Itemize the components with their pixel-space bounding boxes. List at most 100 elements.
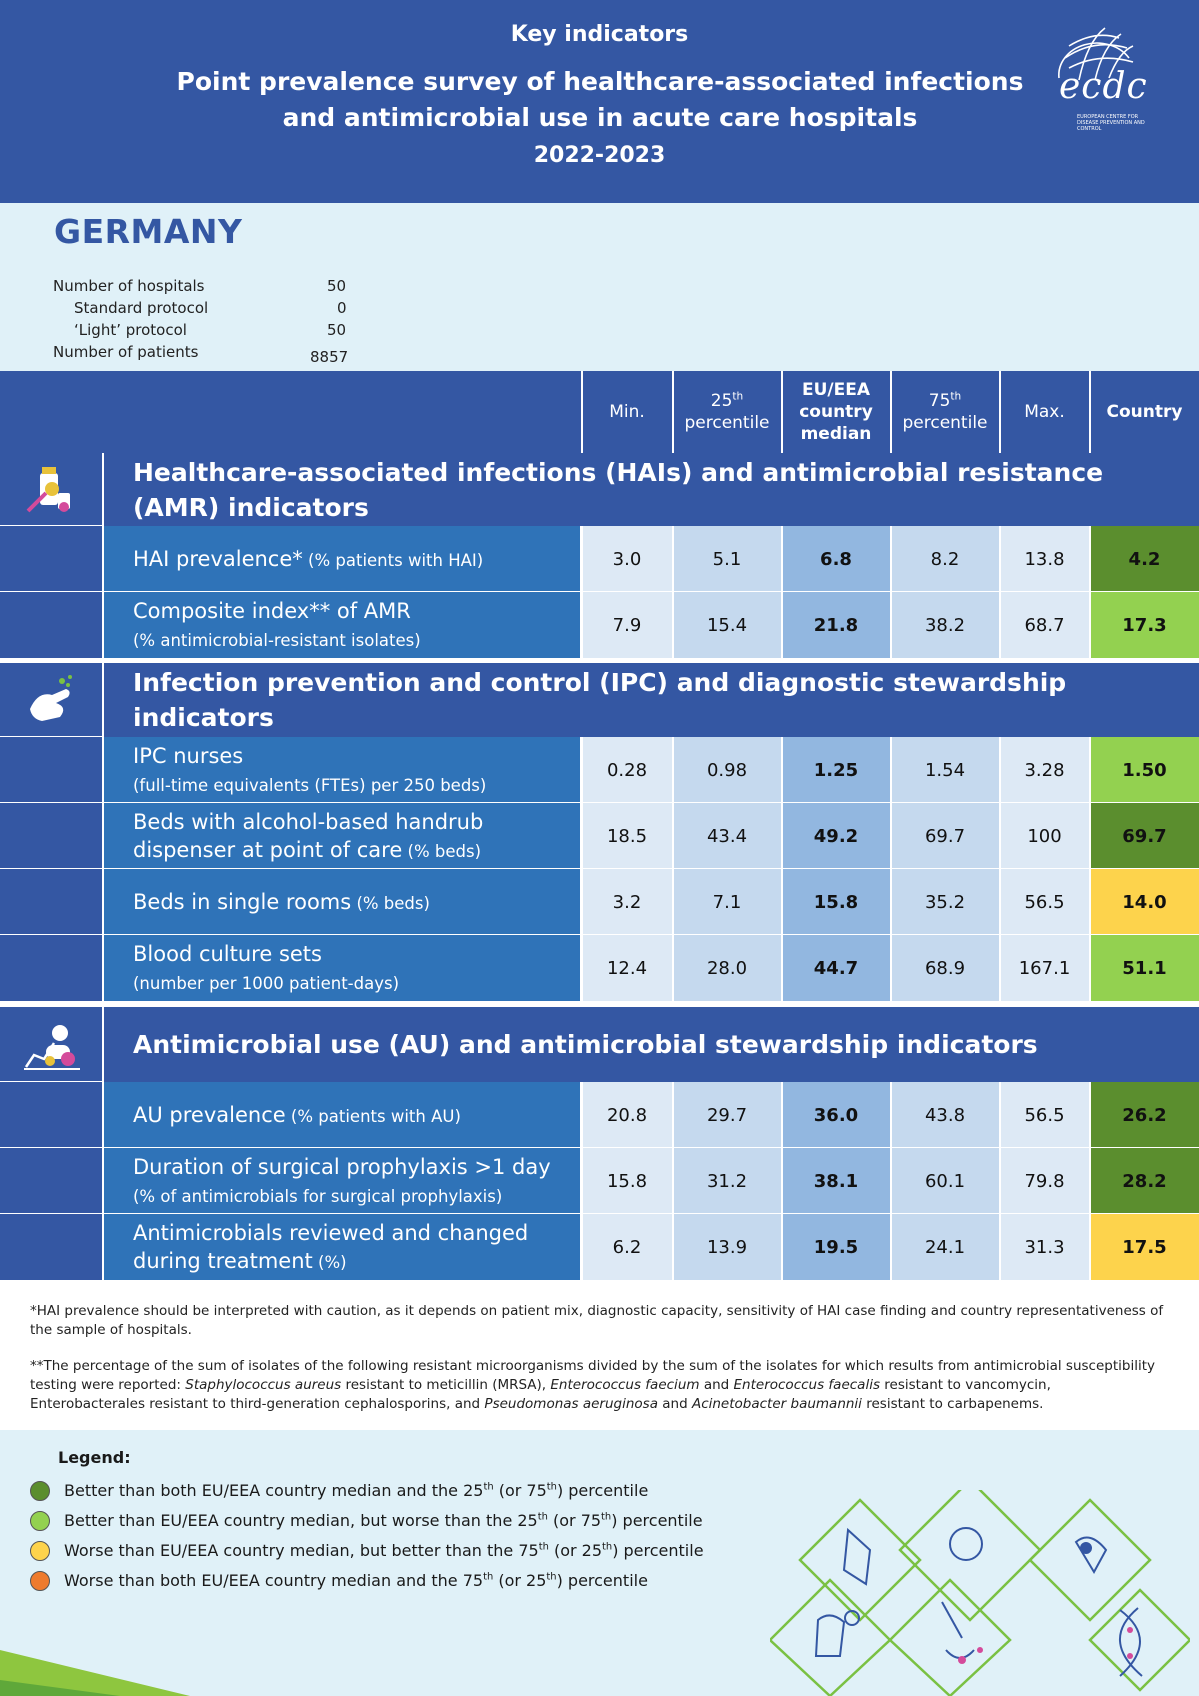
col-max: Max. (1024, 402, 1065, 422)
footnote-amr-b: Staphylococcus aureus (185, 1377, 342, 1393)
indicator-label-cell: IPC nurses (full-time equivalents (FTEs) … (104, 737, 580, 803)
legend-item: Better than EU/EEA country median, but w… (64, 1511, 703, 1531)
ecdc-logo: ecdc EUROPEAN CENTRE FOR DISEASE PREVENT… (1029, 18, 1159, 138)
footnote-amr-d: Enterococcus faecium (550, 1377, 700, 1393)
value-cell-p75: 68.9 (891, 935, 999, 1001)
report-title: Point prevalence survey of healthcare-as… (100, 64, 1100, 136)
legend-superscript: th (546, 1481, 557, 1493)
indicator-label: HAI prevalence* (% patients with HAI) (133, 545, 483, 575)
col-p75-word: percentile (902, 413, 988, 433)
indicator-label: Blood culture sets (number per 1000 patie… (133, 940, 399, 998)
footnote-amr-a: **The percentage of the sum of isolates … (30, 1358, 1155, 1393)
indicator-label: Composite index** of AMR (% antimicrobial… (133, 597, 421, 655)
stat-value-patients: 8857 (310, 348, 349, 366)
col-median-l2: country (799, 402, 873, 422)
legend-superscript: th (483, 1571, 494, 1583)
section-title-text: Infection prevention and control (IPC) a… (133, 665, 1066, 735)
legend-item: Worse than EU/EEA country median, but be… (64, 1541, 704, 1561)
icon-column-cell (0, 526, 103, 592)
section-title-line-2: (AMR) indicators (133, 493, 369, 522)
hand-stop-shape (842, 1527, 872, 1586)
indicator-label-cell: AU prevalence (% patients with AU) (104, 1082, 580, 1148)
column-separator (672, 371, 674, 1289)
value-cell-country: 69.7 (1090, 803, 1199, 869)
value-cell-country: 17.5 (1090, 1214, 1199, 1280)
logo-subtext: EUROPEAN CENTRE FOR DISEASE PREVENTION A… (1077, 114, 1145, 132)
legend-superscript: th (538, 1541, 549, 1553)
value-cell-p25: 28.0 (673, 935, 781, 1001)
globe-icon (1058, 27, 1134, 81)
stat-label-light: ‘Light’ protocol (74, 321, 187, 339)
icon-column-separator (102, 1214, 104, 1280)
indicator-name: Beds with alcohol-based handrub (133, 810, 484, 834)
stat-label-hospitals: Number of hospitals (53, 277, 205, 295)
value-cell-p75: 60.1 (891, 1148, 999, 1214)
value-cell-p75: 8.2 (891, 526, 999, 592)
value-cell-median: 1.25 (782, 737, 890, 803)
section-title-line-1: Healthcare-associated infections (HAIs) … (133, 458, 1104, 487)
country-info-panel (0, 203, 1199, 371)
column-separator (1089, 371, 1091, 1289)
footnote-amr-h: Pseudomonas aeruginosa (484, 1396, 658, 1412)
icon-column-separator (102, 935, 104, 1001)
country-name: GERMANY (54, 212, 243, 251)
footnote-amr-i: and (657, 1396, 692, 1412)
column-separator (781, 371, 783, 1289)
legend-item: Better than both EU/EEA country median a… (64, 1481, 648, 1501)
indicator-unit: (%) (312, 1253, 347, 1272)
legend-text: (or 25 (548, 1541, 603, 1560)
legend-superscript: th (537, 1511, 548, 1523)
value-cell-min: 0.28 (582, 737, 672, 803)
title-line-2: and antimicrobial use in acute care hosp… (282, 103, 918, 132)
value-cell-max: 56.5 (1000, 1082, 1089, 1148)
icon-column-cell (0, 1148, 103, 1214)
indicator-name: Blood culture sets (133, 942, 322, 966)
col-median-l1: EU/EEA (801, 380, 870, 400)
indicator-name-cont: dispenser at point of care (133, 838, 403, 862)
indicator-unit: (% patients with AU) (285, 1107, 461, 1126)
report-header: Key indicators Point prevalence survey o… (0, 0, 1199, 203)
value-cell-max: 167.1 (1000, 935, 1089, 1001)
legend-text: Worse than both EU/EEA country median an… (64, 1571, 484, 1590)
column-separator (999, 371, 1001, 1289)
legend-text: ) percentile (556, 1571, 648, 1590)
value-cell-country: 51.1 (1090, 935, 1199, 1001)
col-p25-word: percentile (684, 413, 770, 433)
footnote-amr: **The percentage of the sum of isolates … (30, 1357, 1170, 1414)
indicator-name: AU prevalence (133, 1103, 286, 1127)
value-cell-max: 100 (1000, 803, 1089, 869)
indicator-label-cell: Composite index** of AMR (% antimicrobial… (104, 592, 580, 658)
indicator-label: AU prevalence (% patients with AU) (133, 1101, 461, 1131)
indicator-unit: (% beds) (402, 842, 482, 861)
indicator-label-cell: Beds with alcohol-based handrub dispenser… (104, 803, 580, 869)
value-cell-max: 68.7 (1000, 592, 1089, 658)
value-cell-median: 15.8 (782, 869, 890, 935)
section-title-text: Healthcare-associated infections (HAIs) … (133, 455, 1103, 525)
legend-superscript: th (546, 1571, 557, 1583)
col-p25: 25th percentile (673, 371, 781, 453)
footnote-amr-c: resistant to meticillin (MRSA), (341, 1377, 551, 1393)
value-cell-max: 56.5 (1000, 869, 1089, 935)
section-title-band: Healthcare-associated infections (HAIs) … (104, 453, 1199, 526)
value-cell-p75: 24.1 (891, 1214, 999, 1280)
indicator-unit: (% beds) (351, 894, 430, 913)
value-cell-min: 3.2 (582, 869, 672, 935)
legend-swatch-light-green (30, 1511, 50, 1531)
value-cell-min: 7.9 (582, 592, 672, 658)
value-cell-median: 36.0 (782, 1082, 890, 1148)
footnote-amr-k: resistant to carbapenems. (861, 1396, 1044, 1412)
value-cell-p75: 1.54 (891, 737, 999, 803)
footnote-amr-f: Enterococcus faecalis (733, 1377, 880, 1393)
value-cell-median: 21.8 (782, 592, 890, 658)
header-kicker: Key indicators (510, 22, 689, 47)
col-p25-sup: th (732, 390, 744, 403)
value-cell-country: 17.3 (1090, 592, 1199, 658)
indicator-label-cell: Blood culture sets (number per 1000 patie… (104, 935, 580, 1001)
value-cell-p75: 43.8 (891, 1082, 999, 1148)
col-median: EU/EEA country median (782, 371, 890, 453)
section-title-text: Antimicrobial use (AU) and antimicrobial… (133, 1027, 1038, 1062)
value-cell-min: 3.0 (582, 526, 672, 592)
value-cell-p25: 13.9 (673, 1214, 781, 1280)
icon-column-separator (102, 453, 104, 526)
indicator-name-cont: during treatment (133, 1249, 313, 1273)
